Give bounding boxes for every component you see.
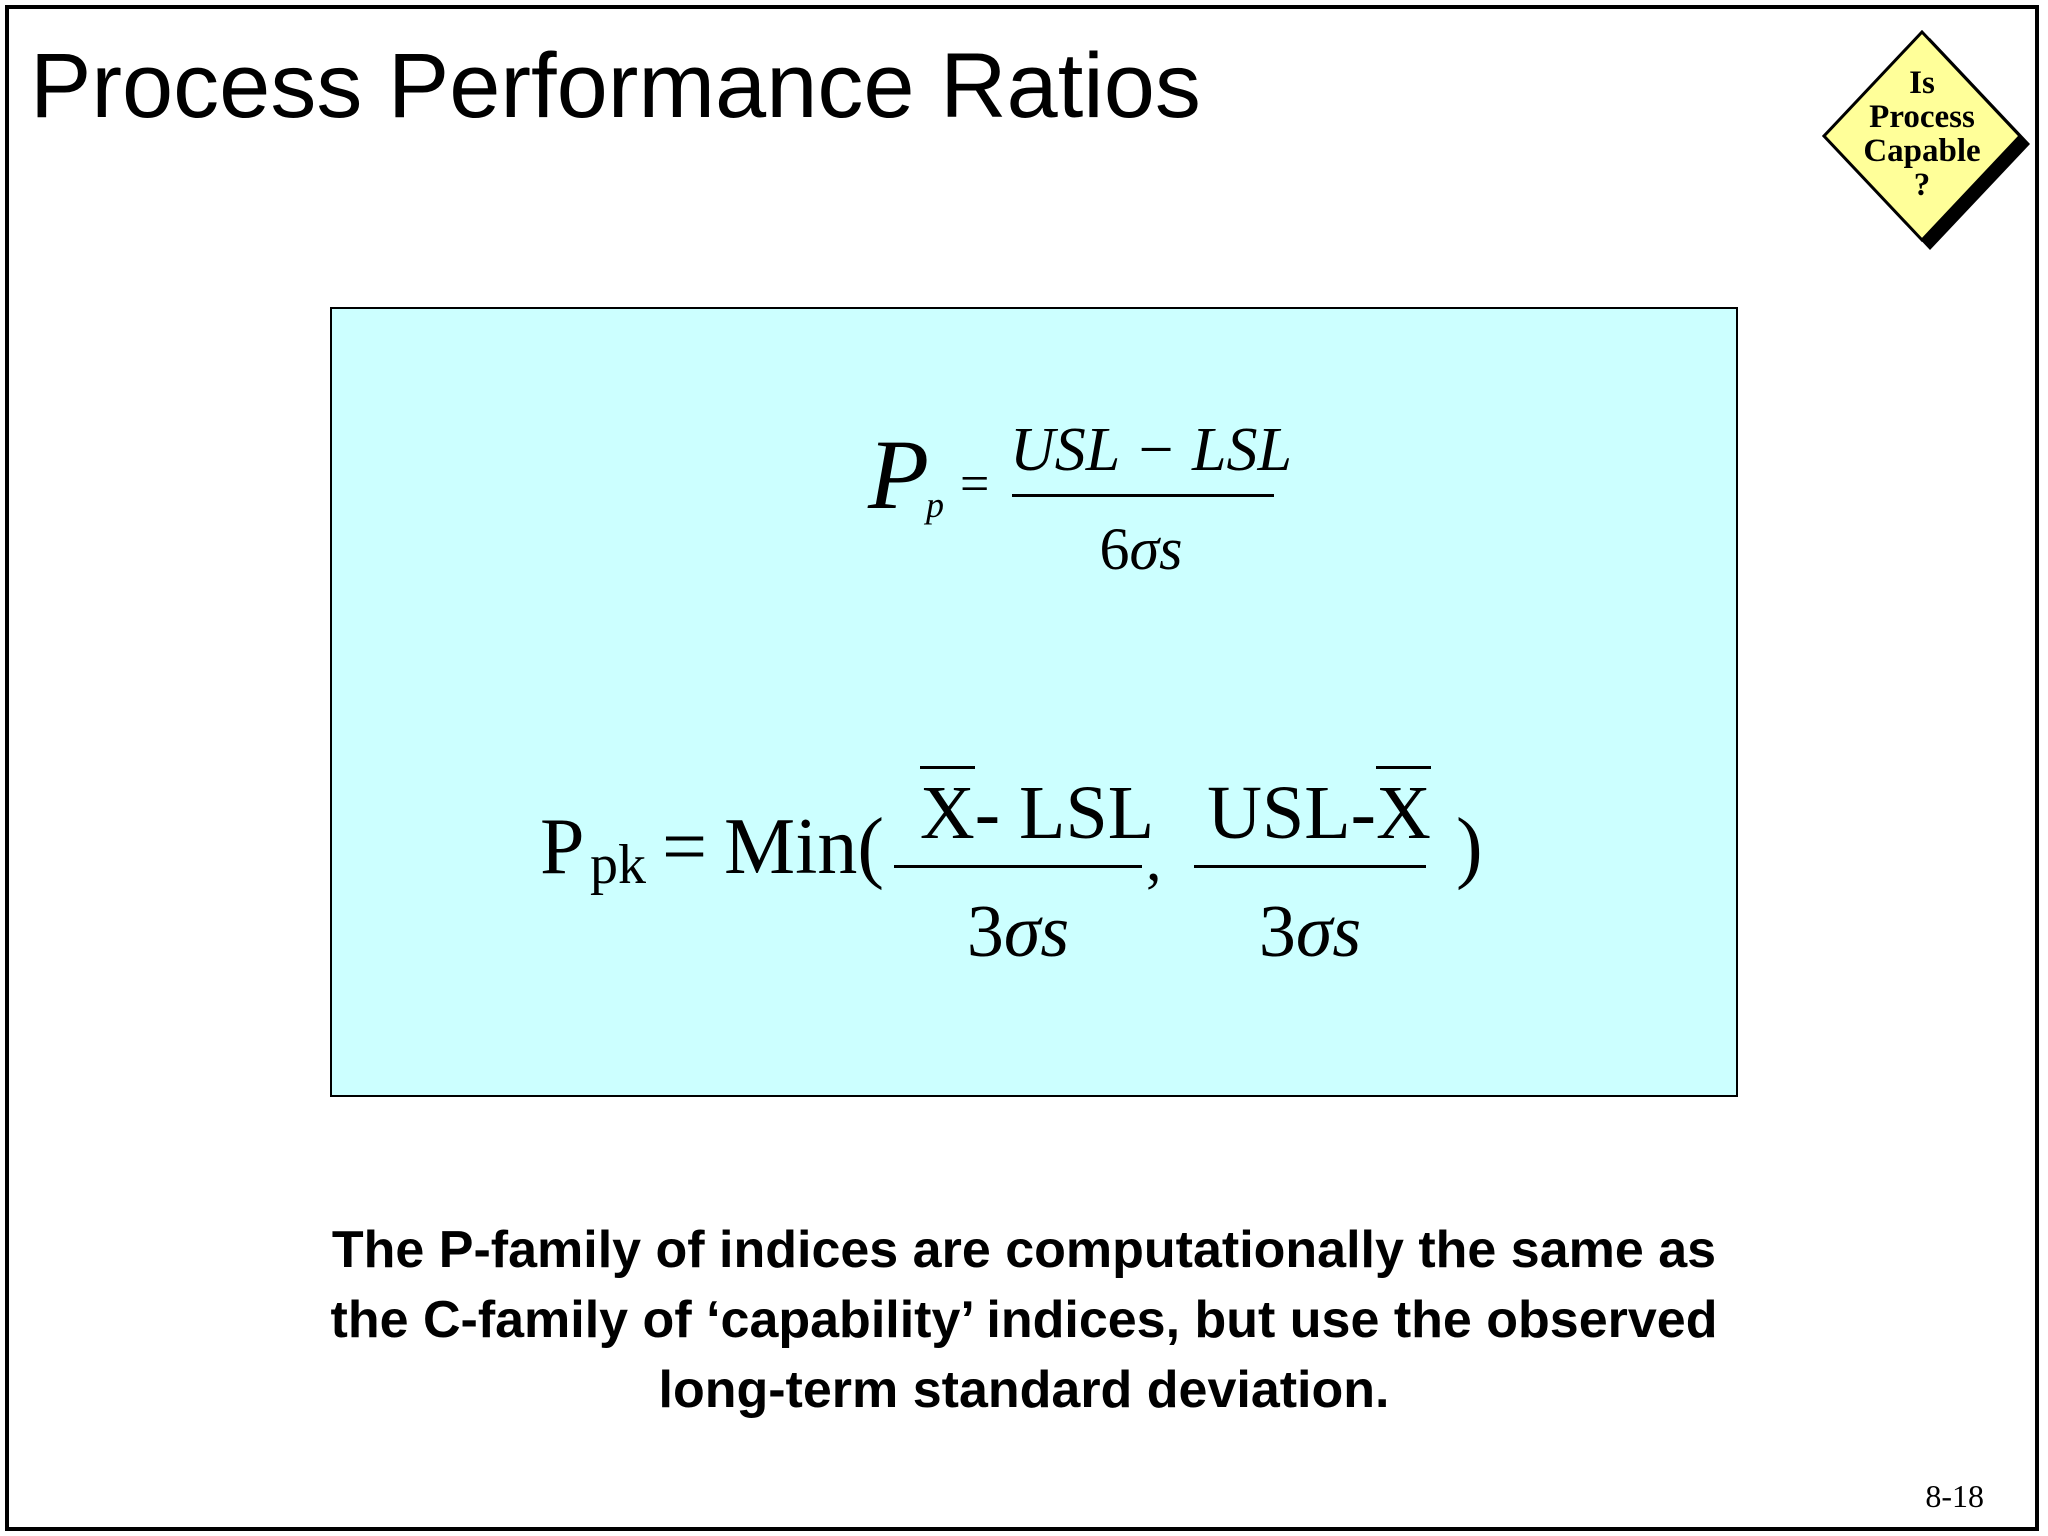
slide-frame (5, 5, 2039, 1531)
sigma-symbol: σ (1129, 516, 1160, 582)
badge-label: Is Process Capable ? (1822, 66, 2022, 202)
x-bar-symbol: X (1376, 766, 1431, 855)
caption-line: the C-family of ‘capability’ indices, bu… (330, 1291, 1718, 1349)
sigma-symbol: σ (1295, 891, 1333, 973)
badge-line: Capable (1863, 133, 1981, 169)
caption-line: long-term standard deviation. (658, 1361, 1390, 1419)
pp-denominator-s: s (1159, 516, 1183, 582)
ppk-left-fraction-bar (894, 865, 1142, 868)
ppk-right-numerator: USL-X (1194, 766, 1444, 855)
ppk-right-denominator-s: s (1332, 891, 1362, 973)
ppk-close-paren: ) (1456, 803, 1483, 891)
ppk-left-denominator-coef: 3 (966, 891, 1004, 973)
caption-text: The P-family of indices are computationa… (200, 1215, 1848, 1425)
pp-numerator: USL − LSL (1010, 416, 1292, 484)
caption-line: The P-family of indices are computationa… (331, 1221, 1717, 1279)
ppk-right-denominator-coef: 3 (1258, 891, 1296, 973)
ppk-subscript: pk (590, 834, 646, 896)
badge-line: Is (1909, 65, 1935, 101)
pp-fraction-bar (1012, 494, 1274, 497)
badge-line: Process (1869, 99, 1975, 135)
diamond-decision-icon (1822, 30, 2030, 250)
ppk-right-denominator: 3σs (1194, 895, 1426, 969)
page-number: 8-18 (1925, 1478, 1984, 1514)
pp-symbol: P (868, 419, 930, 530)
ppk-left-denominator-s: s (1040, 891, 1070, 973)
pp-denominator: 6σs (1010, 519, 1272, 579)
formula-box: P p = USL − LSL 6σs P pk = Min( X- LSL 3… (330, 307, 1738, 1097)
ppk-right-numerator-rest: USL- (1207, 771, 1376, 855)
pp-equals: = (960, 456, 990, 513)
slide-title: Process Performance Ratios (30, 35, 1201, 137)
process-capable-badge: Is Process Capable ? (1822, 30, 2032, 250)
badge-line: ? (1913, 167, 1931, 203)
ppk-symbol: P (540, 803, 585, 891)
ppk-left-numerator: X- LSL (912, 766, 1162, 855)
ppk-equals: = (662, 803, 708, 891)
pp-denominator-coef: 6 (1099, 516, 1130, 582)
ppk-comma: , (1146, 826, 1162, 894)
x-bar-symbol: X (919, 766, 975, 855)
pp-subscript: p (926, 485, 944, 525)
ppk-min: Min( (724, 803, 884, 891)
ppk-left-numerator-rest: - LSL (974, 771, 1155, 855)
ppk-right-fraction-bar (1194, 865, 1426, 868)
ppk-left-denominator: 3σs (894, 895, 1142, 969)
sigma-symbol: σ (1003, 891, 1041, 973)
